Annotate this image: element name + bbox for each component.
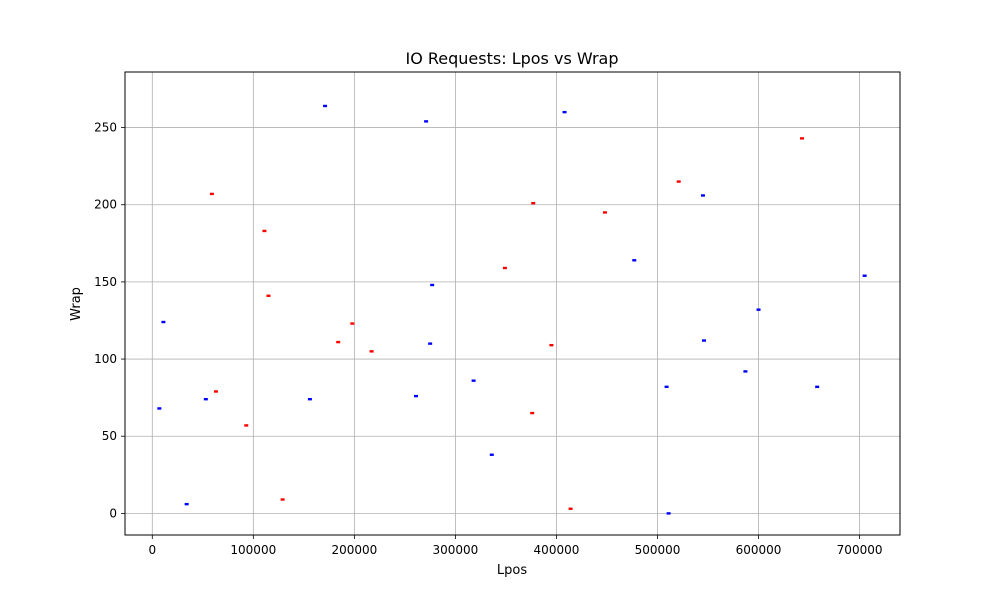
blue-data-point	[424, 120, 429, 123]
red-data-point	[799, 137, 804, 140]
red-data-point	[266, 294, 271, 297]
blue-data-point	[562, 110, 567, 114]
red-data-point	[502, 266, 507, 270]
red-data-point	[530, 411, 535, 415]
data-points	[157, 104, 867, 515]
red-data-point	[369, 350, 374, 353]
x-tick-label: 0	[148, 543, 156, 557]
red-data-point	[209, 192, 214, 196]
red-data-point	[602, 211, 607, 214]
blue-data-point	[664, 385, 669, 389]
blue-data-point	[323, 104, 328, 108]
y-tick-label: 100	[94, 352, 117, 366]
y-tick-label: 0	[109, 506, 117, 520]
y-axis-label: Wrap	[69, 287, 84, 321]
blue-data-point	[184, 502, 189, 506]
x-axis: 0 100000 200000 300000 400000 500000 600000 700…	[148, 535, 882, 557]
red-data-point	[568, 507, 573, 510]
blue-data-point	[307, 397, 312, 401]
red-data-point	[350, 322, 355, 325]
x-tick-label: 600000	[736, 543, 782, 557]
blue-data-point	[701, 339, 706, 342]
grid	[125, 72, 900, 535]
x-tick-label: 400000	[534, 543, 580, 557]
blue-data-point	[471, 379, 476, 382]
blue-data-point	[743, 370, 748, 373]
blue-data-point	[489, 453, 494, 456]
red-data-point	[549, 343, 554, 347]
blue-data-point	[161, 320, 166, 324]
blue-data-point	[862, 274, 867, 277]
red-data-point	[262, 229, 267, 233]
blue-data-point	[632, 259, 637, 262]
blue-data-point	[666, 512, 671, 515]
red-data-point	[280, 498, 285, 501]
y-tick-label: 250	[94, 121, 117, 135]
red-data-point	[244, 424, 249, 427]
y-tick-label: 150	[94, 275, 117, 289]
x-tick-label: 200000	[331, 543, 377, 557]
blue-data-point	[700, 194, 705, 197]
red-data-point	[531, 201, 536, 205]
y-tick-label: 50	[102, 429, 117, 443]
y-tick-label: 200	[94, 198, 117, 212]
x-tick-label: 300000	[433, 543, 479, 557]
x-axis-label: Lpos	[497, 563, 527, 578]
red-data-point	[676, 180, 681, 183]
blue-data-point	[157, 407, 162, 410]
x-tick-label: 100000	[230, 543, 276, 557]
x-tick-label: 700000	[837, 543, 883, 557]
x-tick-label: 500000	[635, 543, 681, 557]
red-data-point	[213, 390, 218, 393]
blue-data-point	[203, 397, 208, 401]
blue-data-point	[430, 283, 435, 287]
blue-data-point	[756, 308, 761, 311]
blue-data-point	[815, 385, 820, 389]
plot-frame	[124, 71, 901, 536]
chart-title: IO Requests: Lpos vs Wrap	[405, 49, 618, 68]
blue-data-point	[428, 342, 433, 345]
y-axis: 0 50 100 150 200 250	[94, 121, 125, 520]
blue-data-point	[414, 394, 419, 398]
red-data-point	[336, 340, 341, 344]
